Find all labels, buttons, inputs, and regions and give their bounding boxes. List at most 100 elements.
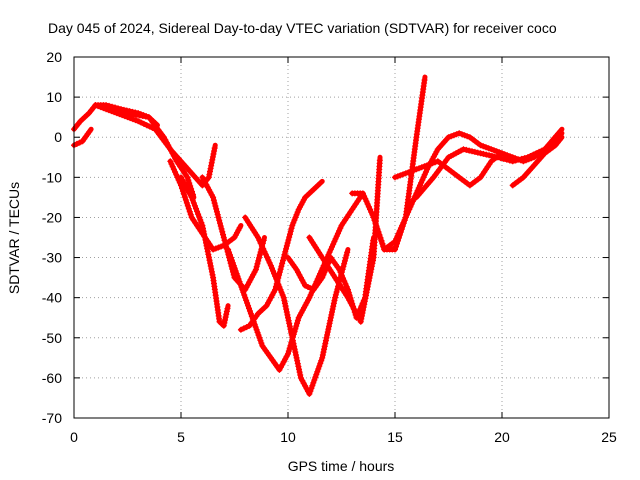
data-point-marker [371,217,378,224]
data-point-marker [277,286,284,293]
data-point-marker [288,225,295,232]
data-point-marker [501,151,508,158]
data-point-marker [530,151,537,158]
data-point-marker [210,194,217,201]
data-point-marker [279,257,286,264]
data-point-marker [253,326,260,333]
series-arc-6 [178,174,231,329]
data-point-marker [463,146,470,153]
data-point-marker [307,285,314,292]
data-point-marker [333,289,340,296]
data-point-marker [480,150,487,157]
data-point-marker [244,300,251,307]
data-point-marker [373,223,380,230]
data-point-marker [304,283,311,290]
data-point-marker [186,180,193,187]
data-point-marker [518,155,525,162]
data-point-marker [256,254,263,261]
data-point-marker [490,147,497,154]
x-tick-label: 20 [494,429,510,445]
data-point-marker [408,168,415,175]
data-point-marker [95,103,102,110]
data-point-marker [256,334,263,341]
data-point-marker [290,340,297,347]
data-point-marker [327,246,334,253]
data-point-marker [284,311,291,318]
data-point-marker [192,205,199,212]
data-point-marker [256,252,263,259]
data-point-marker [138,119,145,126]
data-point-marker [500,155,507,162]
data-point-marker [185,177,192,184]
data-point-marker [326,249,333,256]
data-point-marker [237,326,244,333]
data-point-marker [393,235,400,242]
data-point-marker [212,245,219,252]
data-point-marker [489,152,496,159]
data-point-marker [279,291,286,298]
data-point-marker [460,146,467,153]
data-point-marker [376,231,383,238]
data-point-marker [270,267,277,274]
data-point-marker [182,196,189,203]
data-point-marker [394,233,401,240]
data-point-marker [415,185,422,192]
data-point-marker [286,320,293,327]
data-point-marker [184,174,191,181]
data-point-marker [252,266,259,273]
data-point-marker [211,145,218,152]
data-point-marker [521,155,528,162]
data-point-marker [243,297,250,304]
data-point-marker [397,225,404,232]
data-point-marker [363,198,370,205]
data-point-marker [321,346,328,353]
data-point-marker [266,259,273,266]
y-tick-label: -50 [42,330,62,346]
data-point-marker [226,251,233,258]
data-point-marker [480,143,487,150]
data-point-marker [210,246,217,253]
data-point-marker [471,148,478,155]
data-point-marker [252,324,259,331]
data-point-marker [407,203,414,210]
data-point-marker [276,269,283,276]
data-point-marker [365,203,372,210]
data-point-marker [461,132,468,139]
data-point-marker [268,265,275,272]
data-point-marker [282,248,289,255]
data-point-marker [338,272,345,279]
series-arc-3 [92,102,218,189]
data-point-marker [419,177,426,184]
data-point-marker [367,206,374,213]
data-point-marker [420,174,427,181]
data-point-marker [320,271,327,278]
data-point-marker [370,214,377,221]
data-point-marker [196,214,203,221]
data-point-marker [287,228,294,235]
data-point-marker [321,343,328,350]
data-point-marker [469,148,476,155]
data-point-marker [292,349,299,356]
y-tick-label: -60 [42,370,62,386]
chart-title: Day 045 of 2024, Sidereal Day-to-day VTE… [48,20,557,36]
data-point-marker [456,130,463,137]
data-point-marker [254,260,261,267]
data-point-marker [232,267,239,274]
data-point-marker [361,193,368,200]
data-point-marker [294,209,301,216]
data-point-marker [288,331,295,338]
data-point-marker [499,150,505,157]
data-point-marker [210,197,217,204]
data-point-marker [291,217,298,224]
y-tick-label: -10 [42,169,62,185]
data-point-marker [281,297,288,304]
data-point-marker [395,230,402,237]
data-point-marker [129,116,136,123]
data-point-marker [320,349,327,356]
data-point-marker [285,314,291,321]
data-point-marker [374,226,381,233]
data-point-marker [524,154,531,161]
data-point-marker [296,366,303,373]
data-point-marker [288,329,295,336]
data-point-marker [341,257,348,264]
